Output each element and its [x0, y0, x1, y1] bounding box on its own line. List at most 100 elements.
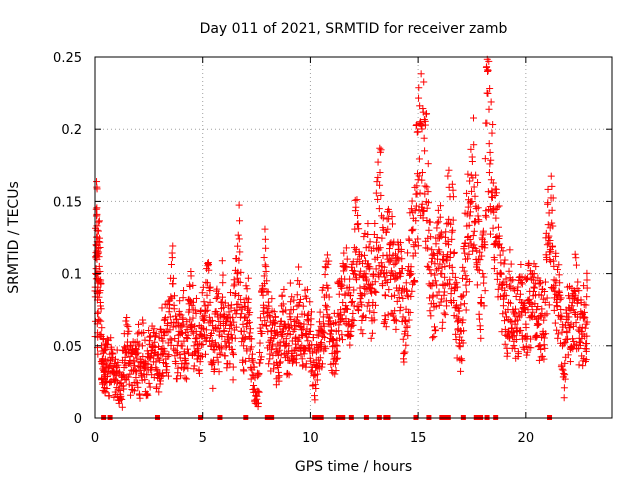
data-point	[219, 279, 227, 287]
data-point	[140, 365, 148, 373]
data-point	[417, 122, 425, 130]
data-point	[202, 307, 210, 315]
data-point	[370, 309, 378, 317]
data-point	[374, 173, 382, 181]
data-point	[400, 350, 408, 358]
data-point	[518, 273, 526, 281]
data-point	[470, 141, 478, 149]
data-point	[409, 225, 417, 233]
data-point	[540, 316, 548, 324]
data-point	[420, 116, 428, 124]
data-point	[432, 240, 440, 248]
data-point	[370, 316, 378, 324]
data-point	[180, 337, 188, 345]
data-point	[449, 269, 457, 277]
data-point	[166, 313, 174, 321]
data-point	[134, 383, 142, 391]
data-point	[415, 94, 423, 102]
data-point	[219, 293, 227, 301]
data-point	[211, 339, 219, 347]
data-point	[213, 285, 221, 293]
data-point	[177, 311, 185, 319]
data-point	[533, 320, 541, 328]
data-point	[433, 291, 441, 299]
data-point	[516, 290, 524, 298]
data-point	[96, 244, 104, 252]
data-point	[335, 321, 343, 329]
data-point	[542, 330, 550, 338]
data-point	[178, 322, 186, 330]
data-point	[381, 273, 389, 281]
data-point	[241, 302, 249, 310]
data-point	[368, 329, 376, 337]
data-point	[283, 340, 291, 348]
data-point	[432, 266, 440, 274]
data-point	[489, 224, 497, 232]
data-point	[486, 160, 494, 168]
data-point	[244, 304, 252, 312]
x-tick-label: 10	[302, 431, 319, 446]
data-point	[539, 295, 547, 303]
data-point	[159, 337, 167, 345]
data-point	[133, 368, 141, 376]
data-point	[143, 390, 151, 398]
data-point	[183, 375, 191, 383]
data-point	[167, 293, 175, 301]
data-point	[382, 316, 390, 324]
data-point	[464, 170, 472, 178]
data-point	[202, 326, 210, 334]
data-point	[125, 327, 133, 335]
data-point	[418, 125, 426, 133]
data-point	[484, 89, 492, 97]
data-point	[398, 289, 406, 297]
data-point	[467, 145, 475, 153]
data-point	[150, 352, 158, 360]
data-point	[360, 274, 368, 282]
data-point	[163, 368, 171, 376]
data-point	[425, 226, 433, 234]
data-point	[286, 331, 294, 339]
data-point	[462, 281, 470, 289]
data-point	[235, 235, 243, 243]
data-point	[97, 317, 105, 325]
data-point	[466, 235, 474, 243]
data-point	[277, 318, 285, 326]
data-point	[441, 273, 449, 281]
data-point	[261, 261, 269, 269]
data-point	[509, 284, 517, 292]
data-point	[365, 243, 373, 251]
data-point	[244, 274, 252, 282]
data-point	[322, 264, 330, 272]
data-point	[411, 207, 419, 215]
data-point	[435, 301, 443, 309]
data-point	[161, 314, 169, 322]
data-point	[469, 232, 477, 240]
data-point	[450, 248, 458, 256]
data-point	[310, 372, 318, 380]
data-point	[161, 347, 169, 355]
data-point	[209, 322, 217, 330]
data-point	[213, 353, 221, 361]
data-point	[221, 299, 229, 307]
data-point	[453, 283, 461, 291]
data-point	[158, 304, 166, 312]
data-point	[229, 376, 237, 384]
data-point	[426, 294, 434, 302]
data-point	[191, 306, 199, 314]
data-point	[108, 345, 116, 353]
data-point	[448, 228, 456, 236]
data-point	[236, 217, 244, 225]
data-point	[384, 225, 392, 233]
data-point	[209, 384, 217, 392]
data-point	[364, 260, 372, 268]
data-point	[293, 352, 301, 360]
data-point	[516, 296, 524, 304]
data-point	[464, 232, 472, 240]
data-point	[427, 312, 435, 320]
data-point	[403, 291, 411, 299]
data-point	[414, 242, 422, 250]
data-point	[103, 385, 111, 393]
data-point	[118, 403, 126, 411]
data-point	[544, 185, 552, 193]
data-point	[169, 274, 177, 282]
